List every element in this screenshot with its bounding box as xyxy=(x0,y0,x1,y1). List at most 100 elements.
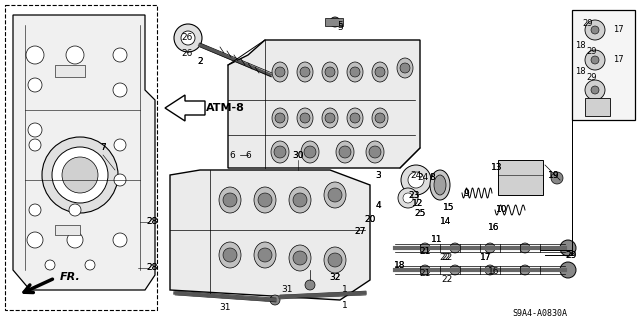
Circle shape xyxy=(485,265,495,275)
Text: 1: 1 xyxy=(342,285,348,294)
Text: 8: 8 xyxy=(429,173,435,182)
Ellipse shape xyxy=(301,141,319,163)
Circle shape xyxy=(223,193,237,207)
Ellipse shape xyxy=(372,62,388,82)
Text: 6: 6 xyxy=(245,150,251,159)
Ellipse shape xyxy=(347,62,363,82)
Text: 8: 8 xyxy=(429,173,435,182)
Circle shape xyxy=(420,243,430,253)
Ellipse shape xyxy=(289,187,311,213)
Circle shape xyxy=(560,240,576,256)
Text: 18: 18 xyxy=(575,68,586,76)
Text: 21: 21 xyxy=(419,247,431,257)
Text: 30: 30 xyxy=(292,150,304,159)
Circle shape xyxy=(113,48,127,62)
Text: 20: 20 xyxy=(364,215,376,225)
Text: 4: 4 xyxy=(375,201,381,210)
Text: 7: 7 xyxy=(100,143,106,153)
Circle shape xyxy=(591,86,599,94)
Text: 32: 32 xyxy=(330,274,340,283)
Text: 25: 25 xyxy=(414,209,426,218)
Circle shape xyxy=(305,280,315,290)
Text: 23: 23 xyxy=(408,190,420,199)
Circle shape xyxy=(181,31,195,45)
Text: 29: 29 xyxy=(587,74,597,83)
Text: 10: 10 xyxy=(496,205,508,214)
Ellipse shape xyxy=(372,108,388,128)
Text: 30: 30 xyxy=(292,150,304,159)
Text: 29: 29 xyxy=(587,47,597,57)
Text: 28: 28 xyxy=(147,263,157,273)
Text: 32: 32 xyxy=(330,274,340,283)
Circle shape xyxy=(69,204,81,216)
Circle shape xyxy=(328,253,342,267)
Circle shape xyxy=(258,248,272,262)
Circle shape xyxy=(275,113,285,123)
Circle shape xyxy=(369,146,381,158)
Ellipse shape xyxy=(397,58,413,78)
Text: 14: 14 xyxy=(440,218,452,227)
Ellipse shape xyxy=(289,245,311,271)
Text: 9: 9 xyxy=(463,188,469,197)
Circle shape xyxy=(375,67,385,77)
Text: 13: 13 xyxy=(492,164,503,172)
Text: 23: 23 xyxy=(408,190,420,199)
Circle shape xyxy=(174,24,202,52)
Text: 1: 1 xyxy=(342,300,348,309)
Ellipse shape xyxy=(322,108,338,128)
Ellipse shape xyxy=(430,170,450,200)
Circle shape xyxy=(62,157,98,193)
Circle shape xyxy=(52,147,108,203)
Circle shape xyxy=(300,67,310,77)
Circle shape xyxy=(113,83,127,97)
Circle shape xyxy=(275,67,285,77)
Text: FR.: FR. xyxy=(60,272,81,282)
Circle shape xyxy=(330,17,340,27)
Ellipse shape xyxy=(272,108,288,128)
Circle shape xyxy=(66,46,84,64)
Bar xyxy=(55,225,80,235)
Circle shape xyxy=(114,139,126,151)
Ellipse shape xyxy=(324,182,346,208)
Circle shape xyxy=(401,165,431,195)
Text: 31: 31 xyxy=(220,303,231,313)
Text: 22: 22 xyxy=(442,253,452,262)
Circle shape xyxy=(398,188,418,208)
Circle shape xyxy=(520,243,530,253)
Text: 21: 21 xyxy=(419,247,431,257)
Text: 22: 22 xyxy=(440,253,451,262)
Polygon shape xyxy=(165,95,205,121)
Text: 29: 29 xyxy=(583,20,593,28)
Ellipse shape xyxy=(219,187,241,213)
Circle shape xyxy=(450,243,460,253)
Text: 16: 16 xyxy=(488,223,500,233)
Circle shape xyxy=(350,67,360,77)
Ellipse shape xyxy=(347,108,363,128)
Bar xyxy=(498,160,543,195)
Circle shape xyxy=(114,174,126,186)
Ellipse shape xyxy=(324,247,346,273)
Text: 28: 28 xyxy=(147,263,157,273)
Circle shape xyxy=(339,146,351,158)
Text: 27: 27 xyxy=(355,228,365,236)
Bar xyxy=(55,65,85,77)
Text: 15: 15 xyxy=(444,204,455,212)
Text: 11: 11 xyxy=(431,236,443,244)
Text: 28: 28 xyxy=(147,218,157,227)
Circle shape xyxy=(560,262,576,278)
Circle shape xyxy=(26,46,44,64)
Text: 26: 26 xyxy=(181,49,193,58)
Circle shape xyxy=(27,232,43,248)
Circle shape xyxy=(450,265,460,275)
Circle shape xyxy=(28,78,42,92)
Text: 26: 26 xyxy=(181,33,193,42)
Ellipse shape xyxy=(297,108,313,128)
Ellipse shape xyxy=(254,187,276,213)
Circle shape xyxy=(485,243,495,253)
Circle shape xyxy=(520,265,530,275)
Circle shape xyxy=(325,113,335,123)
Text: 16: 16 xyxy=(488,268,500,276)
Text: 13: 13 xyxy=(492,164,503,172)
Text: 25: 25 xyxy=(414,209,426,218)
Text: 9: 9 xyxy=(463,188,469,197)
